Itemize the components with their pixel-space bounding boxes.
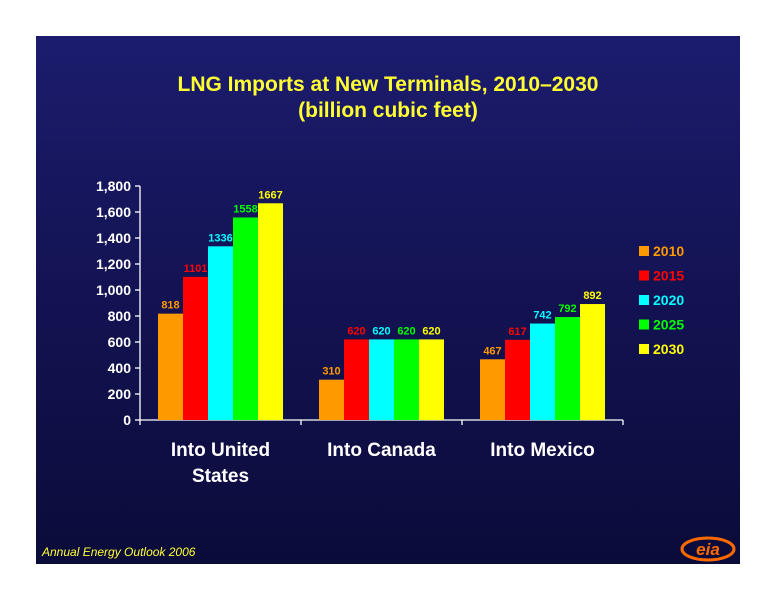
y-tick-label: 200 <box>108 386 132 402</box>
chart-title-line1: LNG Imports at New Terminals, 2010–2030 <box>177 73 599 96</box>
bar <box>369 339 394 420</box>
chart-subtitle: (billion cubic feet) <box>298 99 478 122</box>
data-label: 1336 <box>208 232 232 244</box>
legend-label: 2020 <box>653 292 684 308</box>
data-label: 818 <box>161 300 179 312</box>
chart-title: LNG Imports at New Terminals, 2010–2030 … <box>36 72 740 124</box>
data-label: 792 <box>558 303 576 315</box>
footer-source: Annual Energy Outlook 2006 <box>42 545 196 559</box>
data-label: 620 <box>397 325 415 337</box>
data-label: 1101 <box>184 263 208 275</box>
legend-swatch <box>639 246 649 256</box>
bar <box>183 276 208 420</box>
bar-chart: 0 200 400 600 800 1,000 1,200 1,400 1,600 1,800 81… <box>96 178 684 487</box>
bar <box>480 359 505 420</box>
bar <box>258 203 283 420</box>
svg-text:eia: eia <box>696 540 720 559</box>
y-tick-label: 1,600 <box>96 204 131 220</box>
data-label: 620 <box>422 325 440 337</box>
data-label: 310 <box>322 366 340 378</box>
y-tick-label: 0 <box>123 412 131 428</box>
legend-label: 2015 <box>653 268 684 284</box>
legend-label: 2025 <box>653 317 684 333</box>
x-category-label: Into United <box>171 440 270 461</box>
x-category-label: States <box>192 466 249 487</box>
bar <box>555 317 580 420</box>
data-label: 1558 <box>233 203 257 215</box>
data-label: 742 <box>533 310 551 322</box>
bar <box>580 304 605 420</box>
y-tick-label: 1,400 <box>96 230 131 246</box>
data-label: 1667 <box>258 189 282 201</box>
legend-swatch <box>639 295 649 305</box>
bar <box>233 217 258 420</box>
data-label: 892 <box>583 290 601 302</box>
legend-label: 2030 <box>653 341 684 357</box>
bar <box>208 246 233 420</box>
data-label: 617 <box>508 326 526 338</box>
bar <box>530 323 555 420</box>
x-category-label: Into Mexico <box>490 440 595 461</box>
y-tick-label: 1,000 <box>96 282 131 298</box>
y-tick-label: 1,200 <box>96 256 131 272</box>
slide: LNG Imports at New Terminals, 2010–2030 … <box>36 36 740 564</box>
legend-swatch <box>639 319 649 330</box>
legend-label: 2010 <box>653 243 684 259</box>
y-tick-label: 400 <box>108 360 132 376</box>
bar <box>505 339 530 420</box>
bar <box>394 339 419 420</box>
x-category-label: Into Canada <box>327 440 436 461</box>
data-label: 620 <box>372 325 390 337</box>
data-label: 467 <box>483 345 501 357</box>
eia-logo-icon: eia <box>680 536 736 562</box>
bar <box>319 379 344 420</box>
y-tick-label: 800 <box>108 308 132 324</box>
data-label: 620 <box>347 325 365 337</box>
legend-swatch <box>639 344 649 354</box>
bar <box>344 339 369 420</box>
bar <box>419 339 444 420</box>
y-tick-label: 600 <box>108 334 132 350</box>
y-tick-label: 1,800 <box>96 178 131 194</box>
legend-swatch <box>639 270 649 281</box>
bar <box>158 313 183 420</box>
